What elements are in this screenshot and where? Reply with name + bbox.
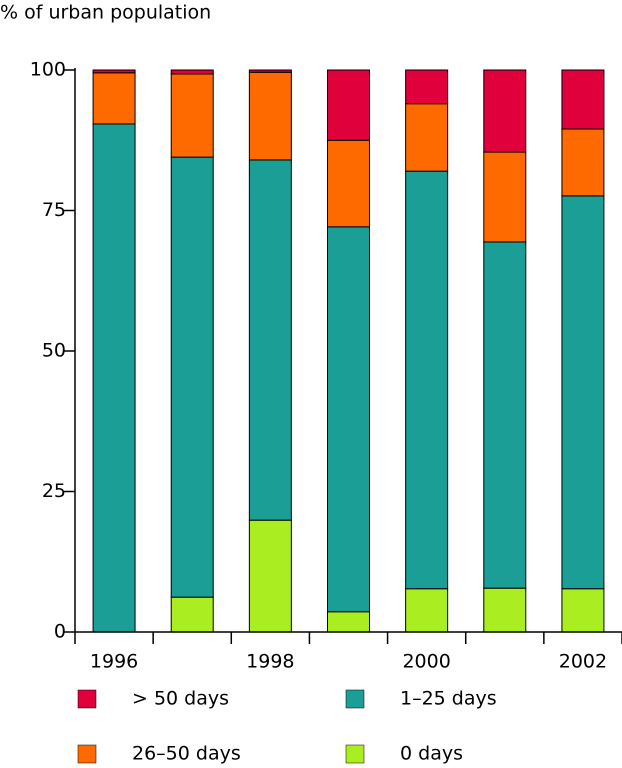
bar-segment <box>327 69 370 141</box>
x-tick-label: 1998 <box>246 651 294 673</box>
y-tick-label: 0 <box>54 621 66 643</box>
bar-segment <box>561 588 605 633</box>
bar-segment <box>248 519 292 633</box>
x-tick-label: 2002 <box>559 651 607 673</box>
bar-segment <box>248 69 292 73</box>
y-tick-label: 75 <box>42 199 66 221</box>
bar-segment <box>92 72 136 125</box>
bar-segment <box>483 587 527 633</box>
bar-segment <box>92 123 136 633</box>
bar-segment <box>405 69 449 105</box>
legend-label: > 50 days <box>132 688 229 710</box>
x-tick-label: 1996 <box>90 651 138 673</box>
legend-label: 1–25 days <box>400 688 497 710</box>
bar-segment <box>248 71 292 161</box>
bar-segment <box>405 103 449 172</box>
legend-swatch <box>345 689 365 709</box>
y-tick-label: 100 <box>30 59 66 81</box>
bar-segment <box>327 611 370 633</box>
bar-segment <box>483 69 527 153</box>
axis-title: % of urban population <box>0 2 211 24</box>
y-tick-label: 25 <box>42 480 66 502</box>
x-tick-label: 2000 <box>402 651 450 673</box>
bar-segment <box>561 128 605 197</box>
legend-swatch <box>345 744 365 764</box>
bar-segment <box>170 596 214 633</box>
bar-segment <box>170 156 214 598</box>
bar-segment <box>170 73 214 158</box>
bar-segment <box>561 69 605 130</box>
bar-segment <box>327 226 370 613</box>
bar-segment <box>92 69 136 74</box>
bar-segment <box>327 139 370 228</box>
bar-segment <box>248 159 292 521</box>
bar-segment <box>483 241 527 589</box>
bar-segment <box>170 69 214 75</box>
legend-swatch <box>77 744 97 764</box>
bar-segment <box>405 170 449 590</box>
legend-label: 26–50 days <box>132 743 241 765</box>
legend-label: 0 days <box>400 743 463 765</box>
bar-segment <box>483 151 527 243</box>
legend-swatch <box>77 689 97 709</box>
bar-segment <box>405 588 449 633</box>
y-tick-label: 50 <box>42 340 66 362</box>
bar-segment <box>561 195 605 590</box>
